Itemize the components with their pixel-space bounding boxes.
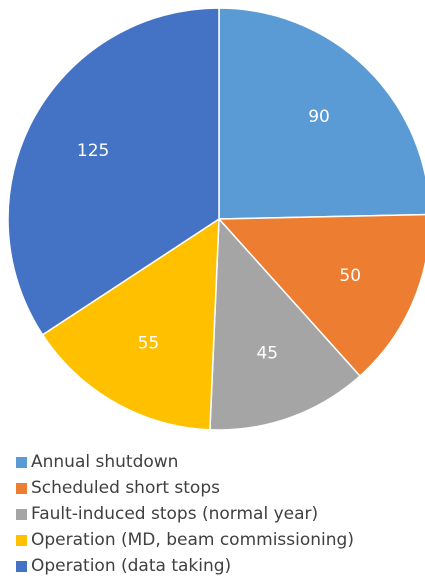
pie-chart: 90 50 45 55 125 [7,7,425,431]
legend-swatch [16,560,27,572]
data-label-0: 90 [308,107,330,127]
legend-item: Scheduled short stops [16,475,354,501]
pie-slice-0 [218,7,425,220]
pie-slice-2 [209,217,362,431]
legend-item: Operation (MD, beam commissioning) [16,527,354,553]
pie-slice-4 [7,7,220,336]
pie-slice-3 [41,217,220,431]
data-label-4: 125 [77,141,109,161]
pie-slice-1 [217,213,425,378]
legend-swatch [16,456,27,468]
data-label-3: 55 [138,333,160,353]
legend-label: Fault-induced stops (normal year) [31,504,319,524]
legend-label: Operation (data taking) [31,556,232,576]
legend-item: Operation (data taking) [16,553,354,579]
legend-swatch [16,508,27,520]
legend-item: Annual shutdown [16,449,354,475]
data-label-2: 45 [256,344,278,364]
pie-data-labels: 90 50 45 55 125 [77,107,361,364]
legend-item: Fault-induced stops (normal year) [16,501,354,527]
legend-label: Operation (MD, beam commissioning) [31,530,354,550]
data-label-1: 50 [339,266,361,286]
pie-slices [7,7,425,431]
chart-legend: Annual shutdown Scheduled short stops Faul… [16,449,354,579]
legend-label: Annual shutdown [31,452,179,472]
legend-swatch [16,482,27,494]
legend-swatch [16,534,27,546]
legend-label: Scheduled short stops [31,478,220,498]
